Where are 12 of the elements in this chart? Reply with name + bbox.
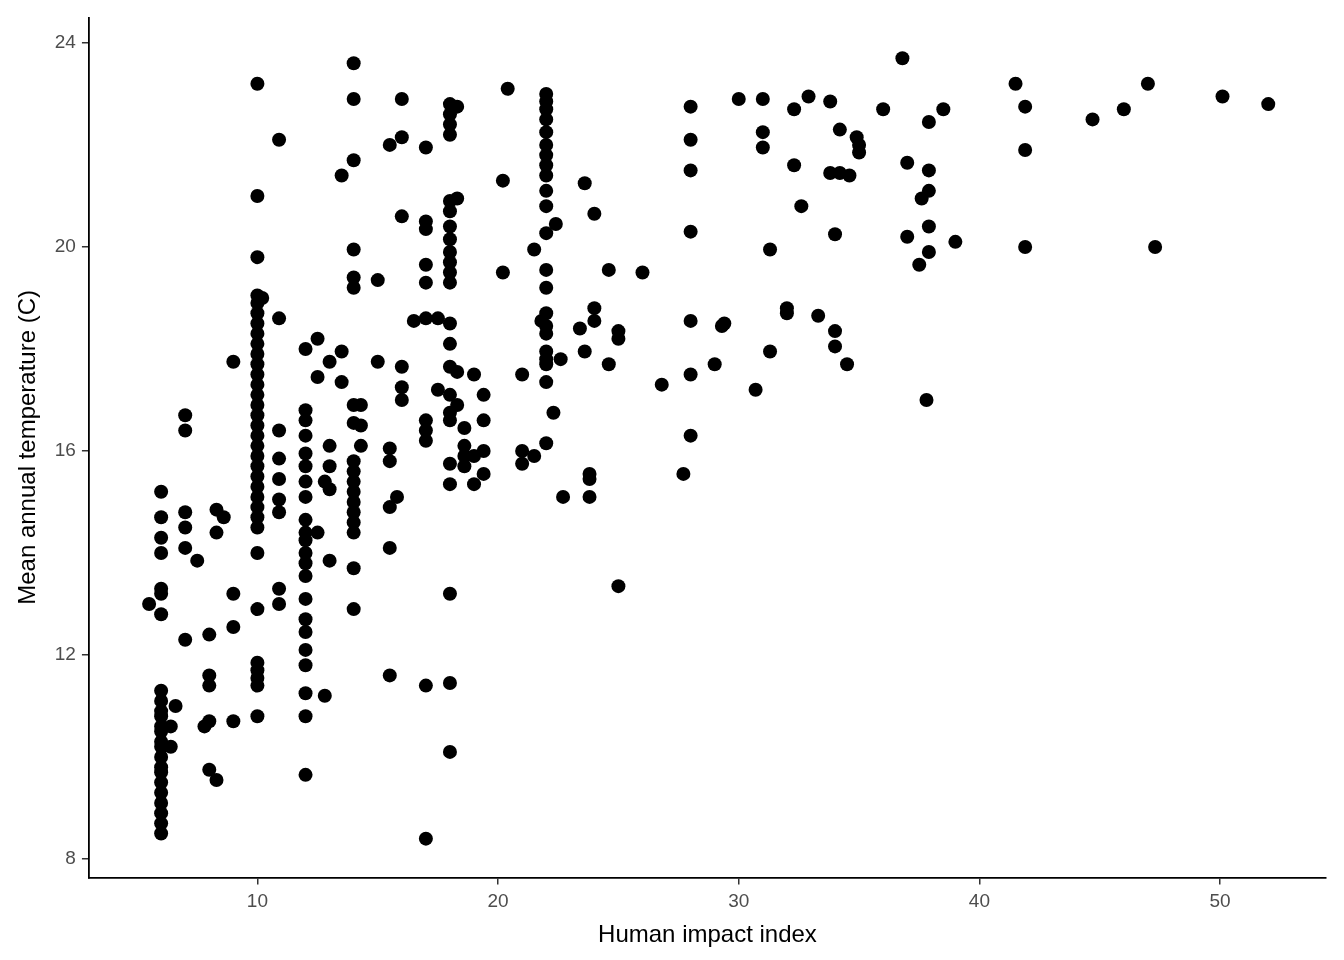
x-axis-title: Human impact index (598, 920, 817, 948)
y-tick-label: 20 (54, 235, 76, 257)
x-tick-label: 10 (246, 890, 268, 912)
y-axis-title: Mean annual temperature (C) (13, 289, 41, 605)
y-tick-label: 12 (54, 643, 76, 665)
x-tick-label: 30 (728, 890, 750, 912)
x-tick-label: 40 (968, 890, 990, 912)
y-tick-label: 16 (54, 439, 76, 461)
x-tick-label: 50 (1209, 890, 1231, 912)
x-tick-label: 20 (487, 890, 509, 912)
y-tick-label: 8 (65, 847, 76, 869)
y-tick-label: 24 (54, 31, 77, 53)
